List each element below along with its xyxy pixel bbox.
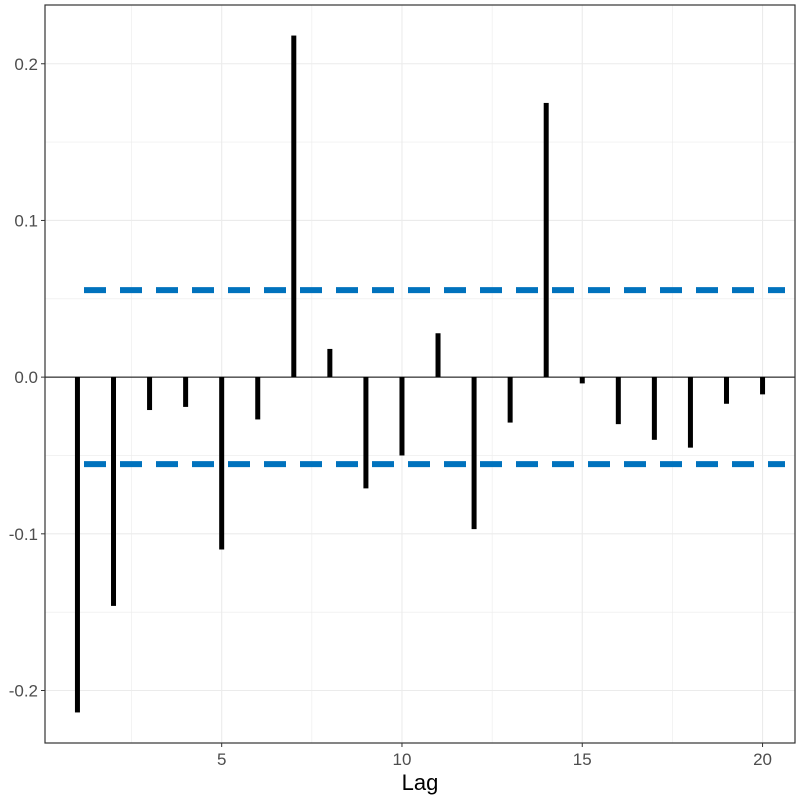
acf-bar-lag-8	[327, 348, 333, 378]
y-axis-ticks: -0.2 -0.1 0.0 0.1 0.2	[9, 55, 45, 701]
acf-bar-lag-13	[507, 377, 513, 423]
acf-bar-lag-14	[543, 102, 549, 378]
acf-bar-lag-10	[399, 377, 405, 456]
acf-bar-lag-11	[435, 333, 441, 378]
y-tick-label: 0.1	[14, 211, 38, 230]
acf-bar-lag-7	[291, 35, 297, 378]
x-tick-label: 15	[573, 750, 592, 769]
acf-bar-lag-9	[363, 377, 369, 489]
acf-bar-lag-6	[255, 377, 261, 420]
acf-bar-lag-4	[183, 377, 189, 407]
x-tick-label: 10	[393, 750, 412, 769]
acf-bar-lag-15	[579, 377, 585, 384]
confidence-bounds	[84, 287, 785, 468]
acf-bar-lag-19	[723, 377, 729, 404]
y-tick-label: 0.2	[14, 55, 38, 74]
panel-border	[44, 4, 796, 744]
acf-bar-lag-5	[219, 377, 225, 550]
acf-bar-lag-17	[651, 377, 657, 440]
y-tick-label: 0.0	[14, 368, 38, 387]
acf-bar-lag-12	[471, 377, 477, 530]
grid	[45, 5, 795, 743]
acf-bar-lag-3	[147, 377, 153, 411]
x-axis-ticks: 5 10 15 20	[217, 743, 772, 769]
x-axis-title: Lag	[402, 770, 439, 795]
acf-bars	[74, 35, 766, 713]
y-tick-label: -0.1	[9, 525, 38, 544]
y-tick-label: -0.2	[9, 682, 38, 701]
acf-bar-lag-2	[111, 377, 117, 606]
acf-bar-lag-18	[687, 377, 693, 448]
acf-bar-lag-16	[615, 377, 621, 425]
acf-bar-lag-1	[74, 377, 80, 713]
x-tick-label: 5	[217, 750, 226, 769]
x-tick-label: 20	[753, 750, 772, 769]
acf-bar-lag-20	[760, 377, 766, 395]
